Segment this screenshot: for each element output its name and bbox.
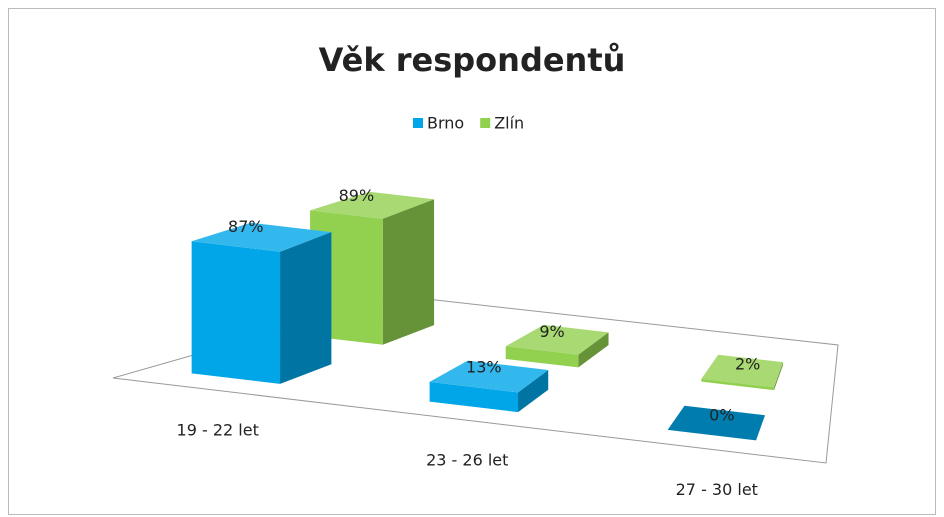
x-tick-label: 19 - 22 let xyxy=(177,421,259,440)
bar-front xyxy=(429,381,519,413)
bar-top xyxy=(505,324,609,355)
bar-side xyxy=(774,362,784,391)
bar xyxy=(191,222,332,384)
bar-top xyxy=(191,222,332,252)
bar xyxy=(429,360,549,413)
legend-swatch xyxy=(413,118,423,128)
bar-top xyxy=(701,354,784,388)
data-label: 13% xyxy=(466,357,502,376)
bar xyxy=(701,354,784,391)
bar-side xyxy=(280,232,332,384)
bar-top xyxy=(310,191,435,219)
legend-swatch xyxy=(480,118,491,128)
bar-top xyxy=(429,360,549,393)
bar xyxy=(667,405,766,441)
legend-label: Zlín xyxy=(494,114,524,133)
bar-front xyxy=(505,346,579,368)
legend-label: Brno xyxy=(427,114,464,133)
chart-title: Věk respondentů xyxy=(319,41,626,79)
bar xyxy=(505,324,609,368)
data-label: 87% xyxy=(228,217,264,236)
data-label: 0% xyxy=(709,405,734,424)
bar-side xyxy=(382,199,435,345)
bar-front xyxy=(701,378,775,391)
bar-front xyxy=(191,241,281,384)
x-tick-label: 27 - 30 let xyxy=(676,480,758,499)
data-label: 2% xyxy=(735,354,760,373)
data-label: 9% xyxy=(539,322,564,341)
legend: Brno Zlín xyxy=(413,114,524,133)
bar-side xyxy=(518,370,549,413)
data-label: 89% xyxy=(339,186,375,205)
x-tick-label: 23 - 26 let xyxy=(426,450,508,469)
bar-side xyxy=(578,332,609,368)
bar-top xyxy=(667,405,766,441)
